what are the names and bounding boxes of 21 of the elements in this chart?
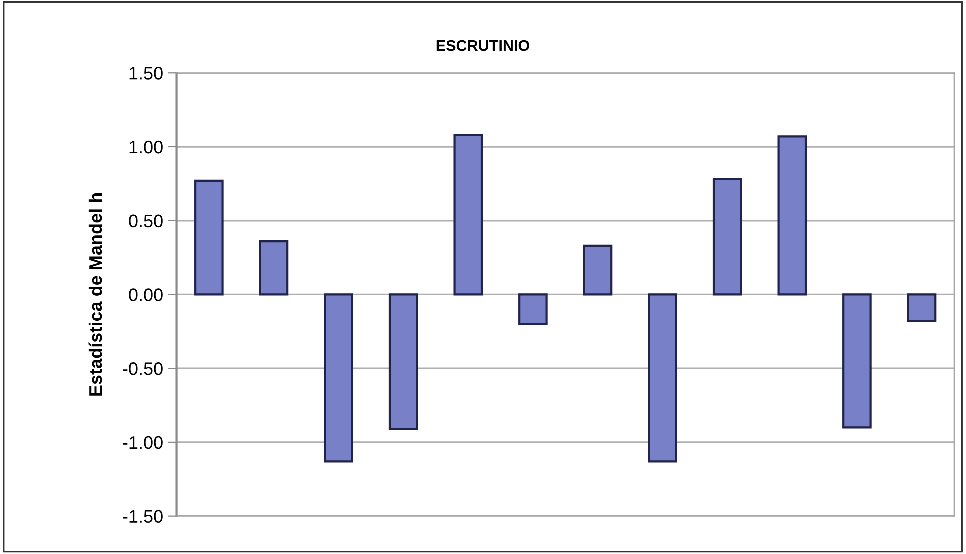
bar [259,240,289,296]
bar [842,294,872,429]
y-tick-label: -1.00 [123,436,163,450]
y-tick-label: 1.50 [130,67,163,80]
y-tick-label: 0.00 [129,288,163,302]
bar [778,136,808,296]
chart-title: ESCRUTINIO [436,40,530,52]
bar [454,134,484,296]
bar [324,294,354,463]
bar [583,244,613,296]
bar [712,178,742,296]
bar [907,294,937,322]
y-axis-title: Estadística de Mandel h [88,193,102,396]
y-tick-label: -1.50 [123,510,163,524]
y-tick-label: 1.00 [130,140,163,154]
bar [194,180,224,296]
y-tick-label: 0.50 [129,214,163,228]
y-tick-label: -0.50 [123,362,163,376]
bar [518,294,548,326]
bar [648,294,678,463]
bar [388,294,418,430]
